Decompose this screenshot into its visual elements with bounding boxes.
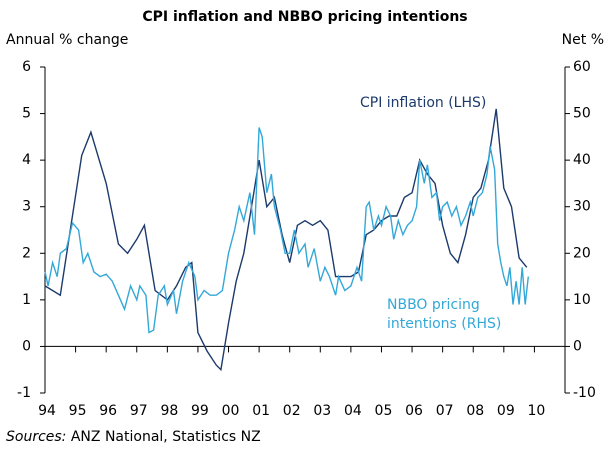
x-tick-label: 03 [313,403,331,419]
y2-tick-label: -10 [573,385,596,401]
chart-title: CPI inflation and NBBO pricing intention… [142,9,467,25]
y2-tick-label: 0 [573,338,582,354]
x-tick-label: 04 [344,403,362,419]
x-tick-label: 00 [222,403,240,419]
x-tick-label: 07 [436,403,454,419]
y2-axis-label: Net % [562,32,604,48]
y-tick-label: 5 [22,106,31,122]
y2-tick-label: 60 [573,59,591,75]
y2-tick-label: 30 [573,199,591,215]
cpi-annotation: CPI inflation (LHS) [360,95,487,111]
y-tick-label: 2 [22,245,31,261]
y2-tick-label: 50 [573,106,591,122]
series-line [44,127,529,334]
x-tick-label: 98 [160,403,178,419]
y-tick-label: 4 [22,152,31,168]
y-tick-label: 1 [22,292,31,308]
y2-tick-label: 10 [573,292,591,308]
x-tick-label: 10 [527,403,545,419]
x-tick-label: 02 [283,403,301,419]
x-tick-label: 97 [130,403,148,419]
y2-tick-label: 20 [573,245,591,261]
y2-tick-label: 40 [573,152,591,168]
x-tick-label: 08 [466,403,484,419]
x-tick-label: 06 [405,403,423,419]
y-tick-label: -1 [17,385,31,401]
x-tick-label: 94 [38,403,56,419]
x-tick-label: 96 [99,403,117,419]
x-tick-label: 05 [375,403,393,419]
y-axis-label: Annual % change [6,32,128,48]
y-tick-label: 6 [22,59,31,75]
nbbo-annotation: NBBO pricing intentions (RHS) [387,297,502,332]
y-tick-label: 3 [22,199,31,215]
y-tick-label: 0 [22,338,31,354]
x-tick-label: 95 [69,403,87,419]
source-label: Sources: [6,429,66,445]
series-line [44,108,528,372]
x-tick-label: 09 [497,403,515,419]
source: Sources: ANZ National, Statistics NZ [6,429,261,445]
x-tick-label: 01 [252,403,270,419]
x-tick-label: 99 [191,403,209,419]
source-text: ANZ National, Statistics NZ [71,429,261,445]
